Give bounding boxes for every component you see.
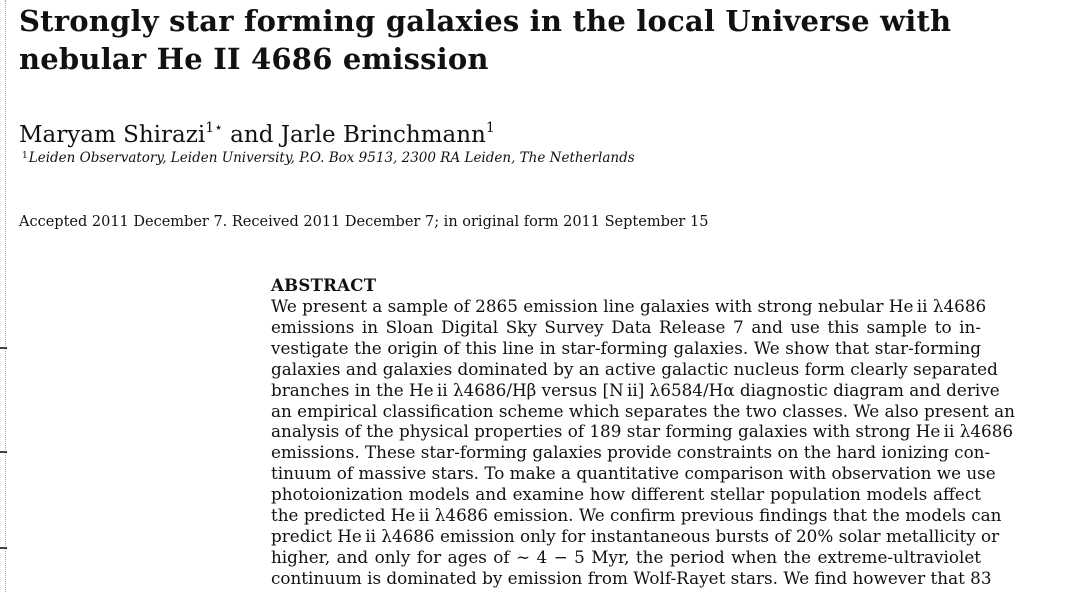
affiliation-mark: 1 bbox=[22, 151, 28, 161]
paper-title-line: Strongly star forming galaxies in the lo… bbox=[19, 4, 952, 38]
abstract-line: higher, and only for ages of ∼ 4 − 5 Myr… bbox=[271, 546, 981, 567]
abstract: ABSTRACT We present a sample of 2865 emi… bbox=[271, 275, 1015, 589]
author-name: Jarle Brinchmann bbox=[280, 122, 486, 148]
author-list: Maryam Shirazi1⋆ and Jarle Brinchmann1 bbox=[19, 119, 495, 151]
author-conjunction: and bbox=[222, 122, 281, 148]
abstract-line: the predicted He ii λ4686 emission. We c… bbox=[271, 505, 1002, 526]
abstract-line: photoionization models and examine how d… bbox=[271, 484, 981, 505]
author-affiliation-mark: 1 bbox=[485, 120, 495, 136]
margin-guide-line bbox=[5, 0, 6, 592]
submission-dates: Accepted 2011 December 7. Received 2011 … bbox=[19, 214, 709, 230]
abstract-line: predict He ii λ4686 emission only for in… bbox=[271, 525, 1000, 546]
abstract-line: emissions. These star-forming galaxies p… bbox=[271, 442, 991, 463]
abstract-line: vestigate the origin of this line in sta… bbox=[271, 337, 981, 358]
margin-tick-mark bbox=[0, 451, 7, 453]
margin-tick-mark bbox=[0, 347, 7, 349]
abstract-line: branches in the He ii λ4686/Hβ versus [N… bbox=[271, 379, 1000, 400]
abstract-line: We present a sample of 2865 emission lin… bbox=[271, 296, 987, 316]
author-affiliation-mark: 1⋆ bbox=[205, 120, 223, 136]
abstract-line: galaxies and galaxies dominated by an ac… bbox=[271, 358, 998, 379]
paper-title: Strongly star forming galaxies in the lo… bbox=[19, 2, 1059, 78]
paper-title-line: nebular He II 4686 emission bbox=[19, 42, 489, 76]
margin-tick-mark bbox=[0, 547, 7, 549]
abstract-heading: ABSTRACT bbox=[271, 276, 377, 295]
abstract-line: analysis of the physical properties of 1… bbox=[271, 421, 1014, 442]
affiliation-text: Leiden Observatory, Leiden University, P… bbox=[28, 150, 635, 166]
affiliation: 1Leiden Observatory, Leiden University, … bbox=[22, 150, 635, 166]
abstract-line: emissions in Sloan Digital Sky Survey Da… bbox=[271, 316, 981, 337]
abstract-line: an empirical classification scheme which… bbox=[271, 400, 1015, 421]
abstract-line: tinuum of massive stars. To make a quant… bbox=[271, 463, 996, 484]
author-name: Maryam Shirazi bbox=[19, 122, 206, 148]
abstract-line: continuum is dominated by emission from … bbox=[271, 567, 992, 588]
